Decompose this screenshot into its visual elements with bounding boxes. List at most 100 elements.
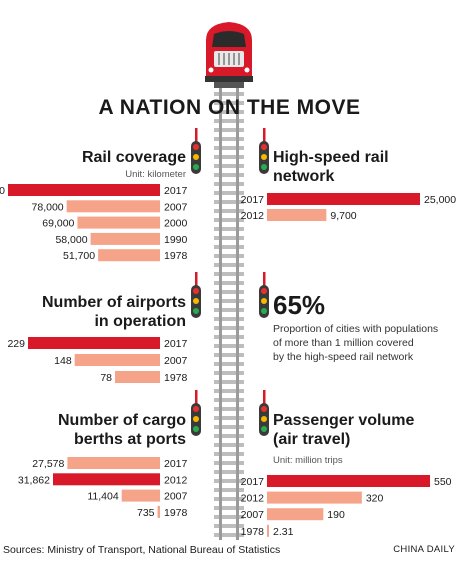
rail-tie <box>214 236 244 240</box>
traffic-signal-icon <box>191 128 201 174</box>
rail-tie <box>214 533 244 537</box>
airports-bar <box>115 371 160 383</box>
airports-year-label: 1978 <box>164 372 188 384</box>
rail-year-label: 2017 <box>164 185 188 197</box>
berths-value-label: 735 <box>137 507 155 519</box>
hsr-city-coverage-desc-2: of more than 1 million covered <box>273 337 414 349</box>
berths-bar <box>53 473 160 486</box>
hsr-city-coverage-desc-3: by the high-speed rail network <box>273 351 414 363</box>
rail-tie <box>214 416 244 420</box>
rail-tie <box>214 254 244 258</box>
passenger-value-label: 550 <box>434 476 452 488</box>
passenger-year-label: 2007 <box>241 509 265 521</box>
brand-label: CHINA DAILY <box>393 544 455 555</box>
rail-right <box>236 88 239 540</box>
hsr-city-coverage-desc-1: Proportion of cities with populations <box>273 323 439 335</box>
berths-bar <box>121 489 160 502</box>
rail-tie <box>214 362 244 366</box>
rail-tie <box>214 173 244 177</box>
rail-year-label: 1990 <box>164 234 188 246</box>
sources-note: Sources: Ministry of Transport, National… <box>3 544 281 556</box>
rail-bar <box>77 216 160 229</box>
rail-tie <box>214 290 244 294</box>
rail-year-label: 2007 <box>164 201 188 213</box>
rail-tie <box>214 317 244 321</box>
rail-tie <box>214 371 244 375</box>
rail-tie <box>214 344 244 348</box>
rail-tie <box>214 497 244 501</box>
rail-tie <box>214 335 244 339</box>
berths-title-line1: Number of cargo <box>57 412 186 429</box>
rail-value-label: 58,000 <box>55 234 87 246</box>
hsr-bar <box>267 209 327 221</box>
passenger-value-label: 190 <box>327 509 345 521</box>
rail-coverage-unit: Unit: kilometer <box>125 169 186 180</box>
hsr-value-label: 25,000 <box>424 194 456 206</box>
airports-year-label: 2007 <box>164 355 188 367</box>
rail-track <box>214 88 244 540</box>
rail-tie <box>214 146 244 150</box>
rail-value-label: 78,000 <box>32 201 64 213</box>
traffic-signal-icon <box>259 128 269 174</box>
rail-tie <box>214 227 244 231</box>
rail-bar <box>90 232 160 245</box>
rail-tie <box>214 524 244 528</box>
rail-bar <box>98 249 160 262</box>
berths-year-label: 2007 <box>164 491 188 503</box>
rail-tie <box>214 164 244 168</box>
rail-bar <box>66 200 160 213</box>
rail-tie <box>214 272 244 276</box>
rail-left <box>219 88 222 540</box>
rail-tie <box>214 128 244 132</box>
passenger-bar <box>267 475 430 487</box>
rail-tie <box>214 434 244 438</box>
airports-year-label: 2017 <box>164 338 188 350</box>
rail-tie <box>214 119 244 123</box>
airports-title-line2: in operation <box>94 313 186 330</box>
berths-year-label: 2017 <box>164 458 188 470</box>
rail-tie <box>214 398 244 402</box>
rail-tie <box>214 155 244 159</box>
rail-tie <box>214 461 244 465</box>
rail-tie <box>214 326 244 330</box>
airports-value-label: 148 <box>54 355 72 367</box>
rail-tie <box>214 443 244 447</box>
rail-value-label: 51,700 <box>63 250 95 262</box>
rail-tie <box>214 245 244 249</box>
page-title: A NATION ON THE MOVE <box>98 96 361 119</box>
berths-value-label: 31,862 <box>18 474 50 486</box>
rail-tie <box>214 389 244 393</box>
passenger-year-label: 1978 <box>241 526 265 538</box>
airports-title-line1: Number of airports <box>41 294 186 311</box>
rail-tie <box>214 191 244 195</box>
traffic-signal-icon <box>191 272 201 318</box>
hsr-year-label: 2012 <box>241 210 265 222</box>
rail-tie <box>214 263 244 267</box>
rail-year-label: 1978 <box>164 250 188 262</box>
rail-tie <box>214 308 244 312</box>
passenger-unit: Unit: million trips <box>273 455 343 466</box>
rail-tie <box>214 407 244 411</box>
passenger-value-label: 2.31 <box>273 526 294 538</box>
hsr-year-label: 2017 <box>241 194 265 206</box>
rail-tie <box>214 200 244 204</box>
berths-value-label: 27,578 <box>32 458 64 470</box>
hsr-title-line1: High-speed rail <box>273 149 389 166</box>
hsr-city-coverage-value: 65% <box>273 290 326 320</box>
rail-coverage-title: Rail coverage <box>81 149 186 166</box>
rail-tie <box>214 92 244 96</box>
rail-tie <box>214 353 244 357</box>
rail-tie <box>214 470 244 474</box>
rail-tie <box>214 218 244 222</box>
rail-tie <box>214 182 244 186</box>
berths-title-line2: berths at ports <box>73 431 186 448</box>
hsr-title-line2: network <box>273 168 335 185</box>
rail-tie <box>214 479 244 483</box>
rail-tie <box>214 137 244 141</box>
passenger-title-line1: Passenger volume <box>273 412 415 429</box>
traffic-signal-icon <box>259 390 269 436</box>
berths-value-label: 11,404 <box>87 491 118 503</box>
rail-value-label: 127,000 <box>0 185 5 197</box>
rail-tie <box>214 281 244 285</box>
